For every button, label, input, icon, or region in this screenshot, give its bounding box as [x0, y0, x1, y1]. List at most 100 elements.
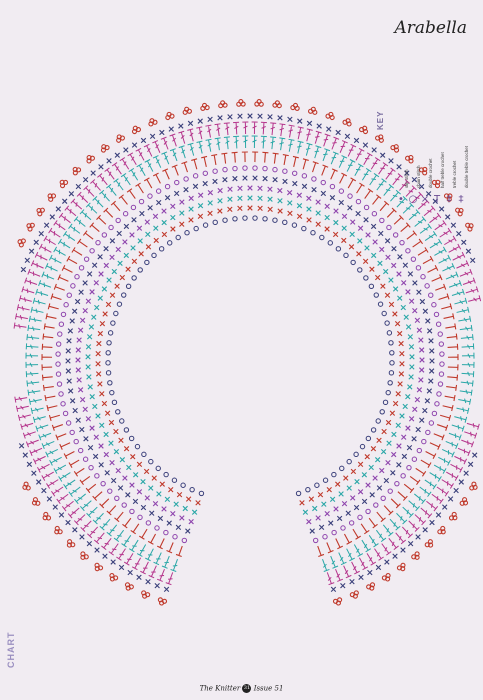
circle-icon: ○	[408, 194, 418, 205]
treble-stitch	[68, 223, 81, 234]
key-item: ‡ double treble crochet	[454, 116, 470, 211]
key-title: KEY	[376, 110, 385, 130]
half-treble-stitch	[139, 528, 148, 540]
treble-stitch	[43, 235, 56, 246]
double-crochet-stitch	[69, 318, 75, 324]
double-crochet-stitch	[188, 217, 194, 223]
treble-stitch	[461, 371, 475, 378]
cluster-stitch	[86, 155, 95, 164]
half-treble-stitch	[417, 247, 429, 256]
treble-stitch	[464, 431, 478, 439]
double-crochet-stitch	[415, 534, 421, 540]
double-crochet-stitch	[131, 258, 138, 265]
cluster-stitch	[437, 525, 446, 535]
chain-stitch	[382, 399, 389, 406]
double-crochet-stitch	[408, 344, 415, 350]
double-crochet-stitch	[103, 245, 109, 252]
treble-stitch	[448, 432, 462, 441]
treble-stitch	[73, 216, 86, 227]
double-crochet-stitch	[438, 206, 445, 212]
half-treble-stitch	[420, 459, 432, 468]
treble-stitch	[127, 152, 137, 165]
chain-stitch	[377, 301, 384, 307]
treble-stitch	[419, 223, 432, 234]
double-crochet-stitch	[396, 271, 402, 277]
half-treble-stitch	[82, 230, 94, 240]
chain-stitch	[114, 495, 120, 501]
treble-stitch	[35, 424, 49, 432]
half-treble-stitch	[347, 177, 357, 189]
chain-stitch	[291, 170, 298, 176]
chain-stitch	[198, 490, 205, 497]
treble-stitch	[136, 544, 147, 557]
double-crochet-stitch	[185, 496, 192, 502]
double-crochet-stitch	[145, 231, 151, 237]
treble-stitch	[21, 286, 35, 294]
double-crochet-stitch	[65, 368, 72, 374]
double-crochet-stitch	[138, 251, 144, 257]
treble-stitch	[131, 557, 142, 571]
double-crochet-stitch	[407, 384, 413, 390]
double-crochet-stitch	[324, 511, 330, 517]
double-crochet-stitch	[376, 485, 383, 491]
double-crochet-stitch	[277, 187, 283, 194]
double-crochet-stitch	[353, 137, 360, 144]
treble-stitch	[441, 449, 455, 458]
treble-stitch	[64, 205, 77, 217]
chain-stitch	[262, 216, 268, 222]
treble-stitch	[405, 185, 417, 197]
treble-stitch	[90, 179, 101, 191]
double-crochet-stitch	[424, 398, 431, 404]
treble-stitch	[27, 324, 41, 332]
double-crochet-stitch	[406, 445, 413, 451]
chain-stitch	[343, 252, 349, 259]
double-crochet-stitch	[338, 199, 344, 206]
double-crochet-stitch	[98, 443, 104, 449]
cluster-stitch	[390, 144, 400, 153]
chain-stitch	[222, 166, 228, 173]
double-crochet-stitch	[130, 454, 136, 460]
double-crochet-stitch	[412, 406, 418, 413]
treble-stitch	[56, 493, 69, 505]
double-crochet-stitch	[87, 445, 94, 451]
treble-stitch	[383, 183, 394, 196]
double-crochet-stitch	[422, 308, 429, 314]
double-crochet-stitch	[344, 133, 351, 139]
treble-stitch	[25, 439, 39, 448]
treble-stitch	[223, 136, 230, 150]
double-crochet-stitch	[353, 504, 360, 511]
chain-stitch	[138, 198, 145, 205]
half-treble-stitch	[118, 194, 128, 205]
chain-stitch	[329, 183, 336, 190]
double-crochet-stitch	[26, 461, 33, 467]
half-treble-stitch	[76, 238, 88, 248]
half-treble-stitch	[292, 155, 299, 167]
double-crochet-stitch	[227, 114, 233, 120]
treble-stitch	[431, 493, 444, 505]
double-crochet-stitch	[357, 489, 364, 495]
treble-stitch	[451, 288, 465, 297]
double-crochet-stitch	[247, 195, 253, 201]
double-crochet-stitch	[103, 262, 109, 269]
treble-stitch	[28, 398, 42, 405]
half-treble-stitch	[435, 283, 447, 291]
page-footer: The Knitter 31 Issue 51	[0, 684, 483, 693]
double-crochet-stitch	[207, 116, 213, 122]
double-crochet-stitch	[58, 512, 65, 518]
cluster-stitch	[165, 111, 175, 121]
treble-stitch	[111, 162, 122, 175]
treble-stitch	[57, 238, 71, 249]
double-crochet-stitch	[159, 481, 165, 487]
double-crochet-stitch	[361, 472, 368, 478]
half-treble-stitch	[211, 154, 218, 166]
chain-stitch	[406, 464, 412, 471]
treble-stitch	[358, 557, 369, 571]
chain-stitch	[110, 320, 116, 326]
double-crochet-stitch	[117, 485, 124, 491]
double-crochet-stitch	[404, 170, 410, 176]
double-crochet-stitch	[237, 195, 243, 202]
treble-stitch	[205, 138, 212, 152]
half-treble-stitch	[422, 255, 434, 265]
double-crochet-stitch	[282, 178, 288, 185]
double-crochet-stitch	[335, 481, 341, 487]
